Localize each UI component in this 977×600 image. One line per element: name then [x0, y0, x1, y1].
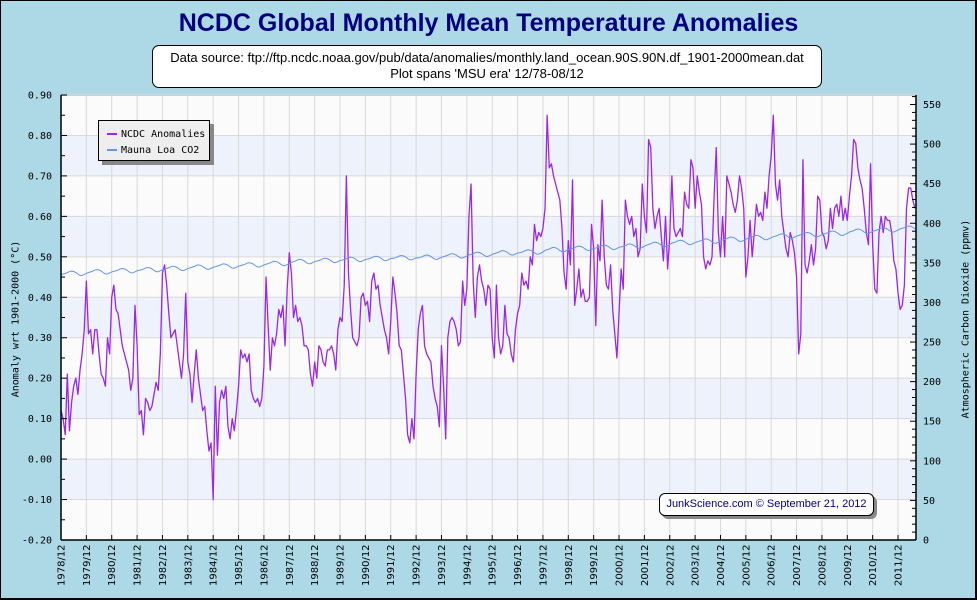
x-tick-label: 1980/12: [107, 544, 118, 586]
x-tick-label: 1981/12: [133, 544, 144, 586]
y2-tick-label: 250: [923, 338, 941, 349]
x-tick-label: 1997/12: [538, 544, 549, 586]
x-tick-label: 1986/12: [259, 544, 270, 586]
plot-band: [61, 337, 916, 379]
x-tick-label: 1991/12: [386, 544, 397, 586]
right-axis-tick-labels: 0 50 100 150 200 250 300 350 400 450 500 550: [923, 100, 941, 546]
y2-tick-label: 300: [923, 298, 941, 309]
legend-swatch-co2: [107, 149, 117, 151]
x-tick-label: 1985/12: [234, 544, 245, 586]
legend-swatch-ncdc: [107, 133, 117, 135]
y2-tick-label: 350: [923, 258, 941, 269]
x-tick-label: 1995/12: [488, 544, 499, 586]
x-tick-label: 2008/12: [817, 544, 828, 586]
legend-item-ncdc-anomalies: NCDC Anomalies: [107, 127, 205, 141]
y-tick-label: 0.50: [28, 252, 52, 263]
x-tick-label: 1992/12: [412, 544, 423, 586]
x-tick-label: 1989/12: [336, 544, 347, 586]
gridlines: [61, 94, 916, 540]
x-tick-label: 1998/12: [564, 544, 575, 586]
y2-tick-label: 150: [923, 417, 941, 428]
plot-band: [61, 175, 916, 217]
plot-background-bands: [61, 95, 916, 540]
x-tick-label: 1994/12: [462, 544, 473, 586]
x-tick-label: 1978/12: [57, 544, 68, 586]
x-tick-label: 2004/12: [716, 544, 727, 586]
y2-tick-label: 200: [923, 377, 941, 388]
y-tick-label: 0.40: [28, 293, 52, 304]
x-tick-label: 2001/12: [640, 544, 651, 586]
x-tick-label: 2011/12: [894, 544, 905, 586]
credit-annotation: JunkScience.com © September 21, 2012: [659, 493, 874, 516]
y-tick-label: -0.20: [22, 536, 52, 547]
plot-band: [61, 297, 916, 338]
series-layer: [60, 114, 916, 501]
y2-tick-label: 450: [923, 179, 941, 190]
x-tick-label: 1996/12: [513, 544, 524, 586]
legend-label: Mauna Loa CO2: [121, 144, 200, 156]
y-tick-label: 0.80: [28, 131, 52, 142]
left-axis-tick-labels: -0.20 -0.10 0.00 0.10 0.20 0.30 0.40 0.50 0.60 0.…: [22, 91, 52, 547]
y2-tick-label: 100: [923, 456, 941, 467]
x-tick-label: 1979/12: [82, 544, 93, 586]
x-tick-label: 2009/12: [843, 544, 854, 586]
chart-title: NCDC Global Monthly Mean Temperature Ano…: [178, 9, 799, 37]
y-tick-label: 0.90: [28, 91, 52, 102]
x-tick-label: 2006/12: [767, 544, 778, 586]
y-tick-label: 0.30: [28, 333, 52, 344]
y-tick-label: 0.10: [28, 414, 52, 425]
y-tick-label: 0.60: [28, 212, 52, 223]
legend-label: NCDC Anomalies: [121, 128, 206, 140]
y-axis-title: Anomaly wrt 1901-2000 (°C): [11, 241, 22, 398]
data-source-line: Data source: ftp://ftp.ncdc.noaa.gov/pub…: [170, 50, 804, 65]
plot-band: [61, 459, 916, 500]
x-tick-label: 1987/12: [285, 544, 296, 586]
x-tick-label: 1990/12: [361, 544, 372, 586]
legend: NCDC Anomalies Mauna Loa CO2: [98, 120, 210, 161]
y-tick-label: 0.70: [28, 171, 52, 182]
plot-band: [61, 378, 916, 419]
x-tick-label: 2007/12: [792, 544, 803, 586]
y2-tick-label: 400: [923, 219, 941, 230]
legend-item-mauna-loa-co2: Mauna Loa CO2: [107, 143, 199, 157]
tick-marks: [60, 94, 916, 541]
x-tick-label: 2010/12: [868, 544, 879, 586]
y2-axis-title: Atmospheric Carbon Dioxide (ppmv): [961, 220, 972, 419]
series-line-mauna-loa-co2: [60, 225, 916, 276]
x-tick-label: 2005/12: [741, 544, 752, 586]
x-tick-label: 2002/12: [665, 544, 676, 586]
x-tick-label: 1984/12: [209, 544, 220, 586]
x-tick-label: 1988/12: [310, 544, 321, 586]
y2-tick-label: 50: [923, 496, 935, 507]
x-tick-label: 2000/12: [615, 544, 626, 586]
y2-tick-label: 550: [923, 100, 941, 111]
x-tick-label: 2003/12: [691, 544, 702, 586]
data-source-box: Data source: ftp://ftp.ncdc.noaa.gov/pub…: [152, 45, 822, 88]
x-tick-label: 1983/12: [183, 544, 194, 586]
y-tick-label: 0.00: [28, 455, 52, 466]
plot-band: [61, 256, 916, 298]
x-axis-tick-labels: 1978/12 1979/12 1980/12 1981/12 1982/12 1983/…: [57, 544, 905, 586]
y2-tick-label: 500: [923, 140, 941, 151]
plot-band: [61, 418, 916, 460]
y2-tick-label: 0: [923, 536, 929, 547]
series-line-ncdc-anomalies: [60, 114, 916, 501]
x-tick-label: 1993/12: [437, 544, 448, 586]
x-tick-label: 1999/12: [589, 544, 600, 586]
plot-span-line: Plot spans 'MSU era' 12/78-08/12: [390, 66, 584, 81]
y-tick-label: 0.20: [28, 374, 52, 385]
y-tick-label: -0.10: [22, 495, 52, 506]
x-tick-label: 1982/12: [158, 544, 169, 586]
